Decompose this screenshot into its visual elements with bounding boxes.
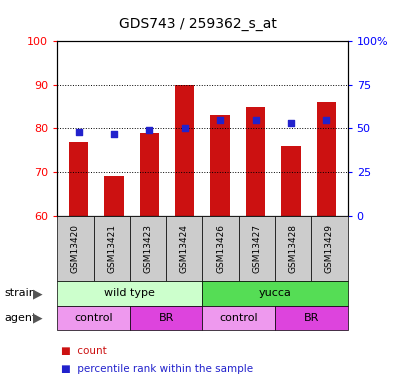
- Point: [252, 117, 259, 123]
- Text: GSM13427: GSM13427: [252, 224, 261, 273]
- Text: strain: strain: [4, 288, 36, 298]
- Point: [75, 129, 82, 135]
- Text: wild type: wild type: [104, 288, 155, 298]
- Text: ▶: ▶: [33, 311, 42, 324]
- Text: GDS743 / 259362_s_at: GDS743 / 259362_s_at: [118, 17, 276, 32]
- Text: GSM13424: GSM13424: [180, 224, 189, 273]
- Bar: [69, 141, 88, 216]
- Text: yucca: yucca: [259, 288, 292, 298]
- Point: [323, 117, 329, 123]
- Point: [111, 130, 117, 136]
- Point: [146, 127, 152, 133]
- Text: ■  count: ■ count: [61, 346, 107, 355]
- Text: GSM13420: GSM13420: [71, 224, 80, 273]
- Point: [217, 117, 223, 123]
- Bar: [317, 102, 336, 216]
- Text: GSM13423: GSM13423: [143, 224, 152, 273]
- Bar: [104, 176, 124, 216]
- Text: BR: BR: [158, 313, 174, 323]
- Text: GSM13421: GSM13421: [107, 224, 116, 273]
- Text: ▶: ▶: [33, 287, 42, 300]
- Bar: [139, 133, 159, 216]
- Text: agent: agent: [4, 313, 36, 323]
- Text: GSM13426: GSM13426: [216, 224, 225, 273]
- Text: GSM13428: GSM13428: [289, 224, 298, 273]
- Point: [182, 125, 188, 131]
- Point: [288, 120, 294, 126]
- Text: control: control: [74, 313, 113, 323]
- Bar: [211, 116, 230, 216]
- Text: control: control: [219, 313, 258, 323]
- Text: BR: BR: [304, 313, 319, 323]
- Bar: [175, 85, 194, 216]
- Bar: [246, 106, 265, 216]
- Bar: [281, 146, 301, 216]
- Text: GSM13429: GSM13429: [325, 224, 334, 273]
- Text: ■  percentile rank within the sample: ■ percentile rank within the sample: [61, 364, 253, 374]
